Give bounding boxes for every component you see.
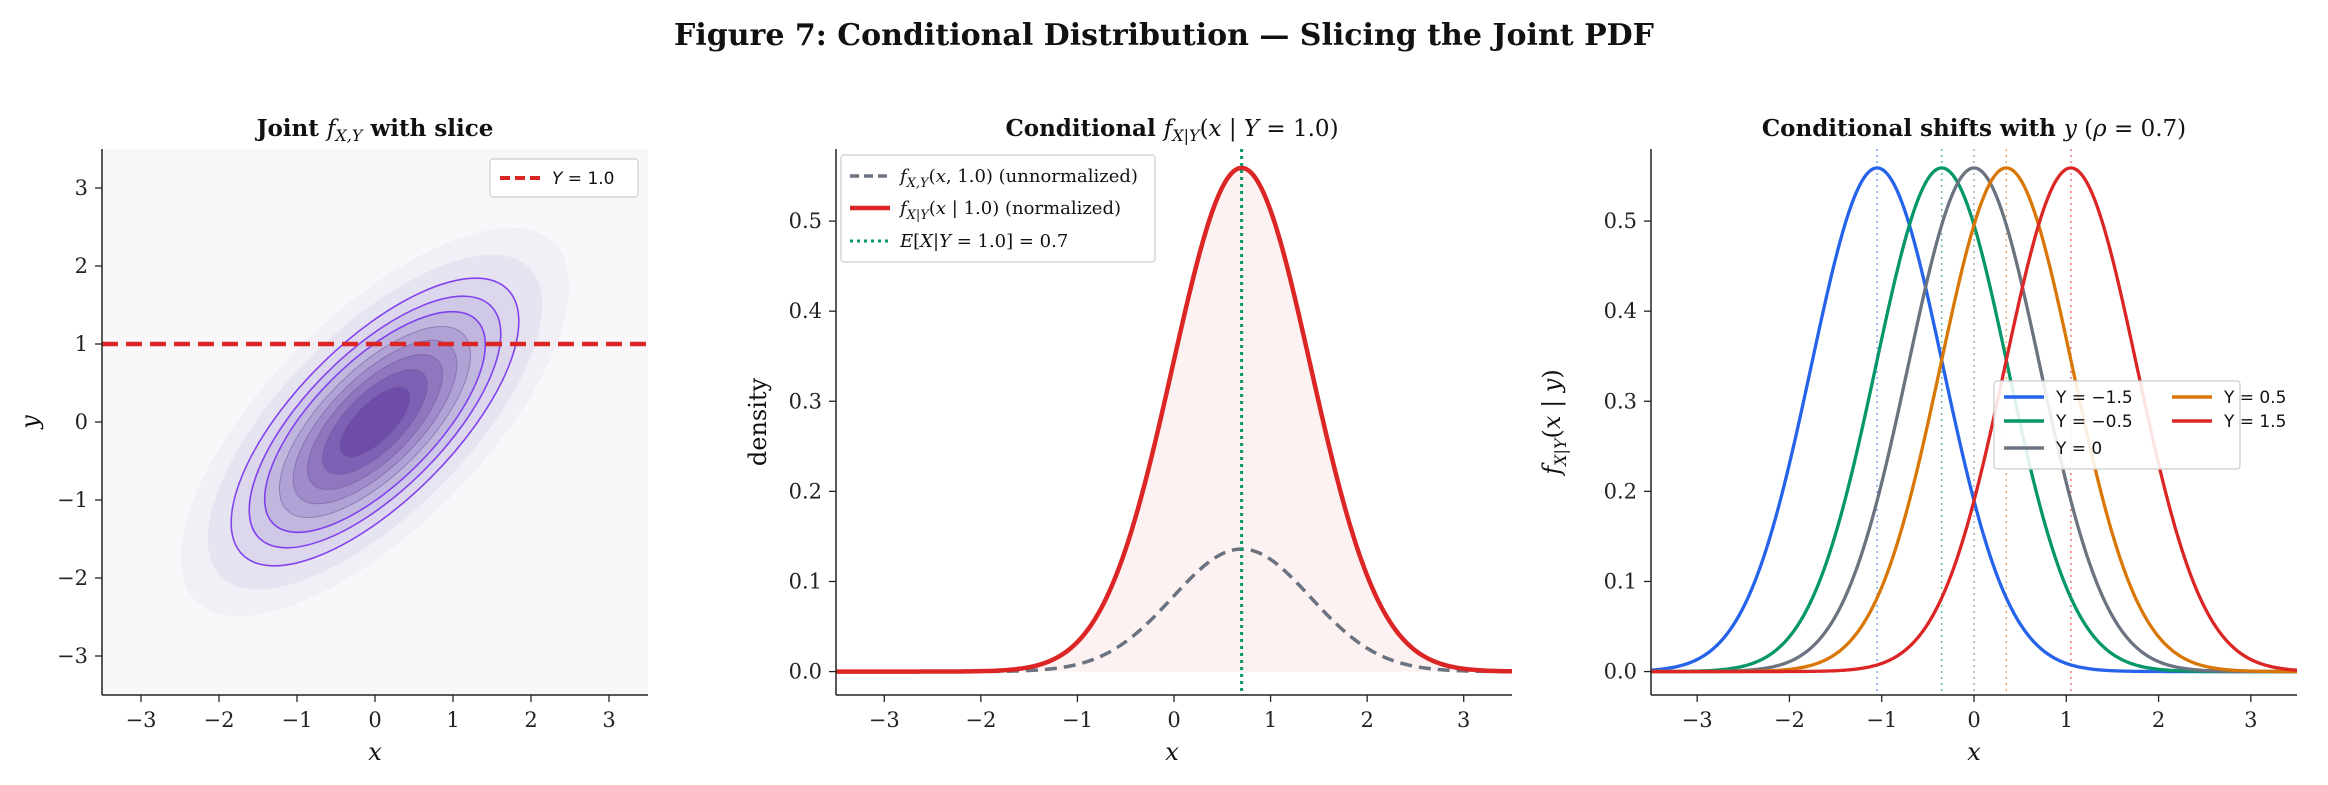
- contour-line: [339, 386, 411, 458]
- x-tick-label: −2: [965, 708, 996, 732]
- x-tick-label: −3: [1682, 708, 1713, 732]
- legend-entry: Y = 0: [2055, 439, 2102, 459]
- x-tick-label: 3: [2244, 708, 2257, 732]
- x-tick-label: 0: [368, 708, 381, 732]
- contour-line: [322, 369, 428, 475]
- x-tick-label: 1: [1264, 708, 1277, 732]
- x-tick-label: 1: [446, 708, 459, 732]
- ticks-conditional: −3 −2 −1 0 1 2 3 0.0 0.1 0.2 0.3 0.4 0.5: [789, 209, 1471, 732]
- y-tick-label: 3: [75, 176, 88, 200]
- legend-entry: Y = −0.5: [2055, 412, 2133, 432]
- y-tick-label: 0.0: [789, 660, 822, 684]
- legend-entry-slice: Y = 1.0: [552, 169, 614, 189]
- y-tick-label: −1: [57, 488, 88, 512]
- contour-line: [230, 277, 520, 567]
- series-normalized: [836, 165, 1512, 674]
- panel-title-shifts: Conditional shifts with y (ρ = 0.7): [1762, 115, 2186, 142]
- legend-entry-unnormalized: fX,Y(x, 1.0) (unnormalized): [898, 166, 1138, 191]
- contour-fill: [340, 387, 410, 457]
- legend-entry: Y = 1.5: [2223, 412, 2286, 432]
- y-tick-label: 0.0: [1604, 660, 1637, 684]
- y-tick-label: 0.5: [789, 209, 822, 233]
- x-tick-label: 2: [1360, 708, 1373, 732]
- y-axis-label-conditional: density: [744, 377, 772, 466]
- panel-conditional: −3 −2 −1 0 1 2 3 0.0 0.1 0.2 0.3 0.4 0.5 Conditional…: [744, 115, 1512, 766]
- y-tick-label: −3: [57, 644, 88, 668]
- series-unnormalized: [836, 547, 1512, 674]
- y-axis-label-shifts: fX|Y(x | y): [1538, 369, 1570, 476]
- normalized-fill: [836, 167, 1512, 672]
- contour-lines: [230, 277, 520, 567]
- x-tick-label: −1: [1866, 708, 1897, 732]
- contour-line: [292, 339, 458, 505]
- x-tick-label: 2: [2152, 708, 2165, 732]
- series-line: [1651, 166, 2297, 674]
- y-tick-label: 2: [75, 254, 88, 278]
- x-axis-label-shifts: x: [1967, 738, 1981, 766]
- legend-entry: Y = −1.5: [2055, 388, 2133, 408]
- contour-fills: [180, 227, 570, 617]
- x-tick-label: −3: [869, 708, 900, 732]
- figure-title: Figure 7: Conditional Distribution — Sli…: [674, 18, 1654, 53]
- x-tick-label: 1: [2060, 708, 2073, 732]
- y-tick-label: 0.4: [789, 299, 822, 323]
- x-tick-label: 3: [602, 708, 615, 732]
- y-tick-label: 0.5: [1604, 209, 1637, 233]
- y-tick-label: 0.1: [1604, 569, 1637, 593]
- x-tick-label: −1: [1062, 708, 1093, 732]
- panel-joint: −3 −3 −2 −2 −1 −1 0 0 1 1 2 2 3 3 Joint fX,Y with sli…: [16, 115, 648, 766]
- x-tick-label: 0: [1167, 708, 1180, 732]
- legend-entry-mean: E[X|Y = 1.0] = 0.7: [899, 231, 1068, 252]
- legend-conditional: fX,Y(x, 1.0) (unnormalized) fX|Y(x | 1.0…: [840, 154, 1156, 263]
- y-tick-label: 0: [75, 410, 88, 434]
- legend-shifts: Y = −1.5 Y = −0.5 Y = 0 Y = 0.5 Y = 1.5: [1993, 380, 2286, 470]
- x-axis-label-joint: x: [368, 738, 382, 766]
- y-axis-label-joint: y: [16, 415, 44, 430]
- x-tick-label: −2: [1774, 708, 1805, 732]
- legend-entry: Y = 0.5: [2223, 388, 2286, 408]
- contour-line: [278, 325, 472, 519]
- panel-shifts: −3 −2 −1 0 1 2 3 0.0 0.1 0.2 0.3 0.4 0.5 Conditional…: [1538, 115, 2297, 766]
- x-tick-label: −3: [126, 708, 157, 732]
- x-tick-label: 3: [1457, 708, 1470, 732]
- contour-line: [306, 353, 444, 491]
- y-tick-label: 0.1: [789, 569, 822, 593]
- y-tick-label: 0.2: [1604, 479, 1637, 503]
- x-tick-label: 2: [524, 708, 537, 732]
- legend-joint: Y = 1.0: [489, 158, 639, 198]
- panel-title-conditional: Conditional fX|Y(x | Y = 1.0): [1005, 115, 1338, 145]
- y-tick-label: 0.2: [789, 479, 822, 503]
- series-line: [1651, 166, 2297, 674]
- ticks-shifts: −3 −2 −1 0 1 2 3 0.0 0.1 0.2 0.3 0.4 0.5: [1604, 209, 2258, 732]
- y-tick-label: 0.4: [1604, 299, 1637, 323]
- panel-title-joint: Joint fX,Y with slice: [255, 115, 494, 145]
- contour-line: [248, 295, 502, 549]
- x-tick-label: −1: [282, 708, 313, 732]
- y-tick-label: −2: [57, 566, 88, 590]
- x-axis-label-conditional: x: [1165, 738, 1179, 766]
- y-tick-label: 0.3: [789, 389, 822, 413]
- y-tick-label: 1: [75, 332, 88, 356]
- ticks-joint: −3 −3 −2 −2 −1 −1 0 0 1 1 2 2 3 3: [57, 176, 616, 732]
- contour-line: [263, 310, 487, 534]
- x-tick-label: 0: [1967, 708, 1980, 732]
- y-tick-label: 0.3: [1604, 389, 1637, 413]
- x-tick-label: −2: [204, 708, 235, 732]
